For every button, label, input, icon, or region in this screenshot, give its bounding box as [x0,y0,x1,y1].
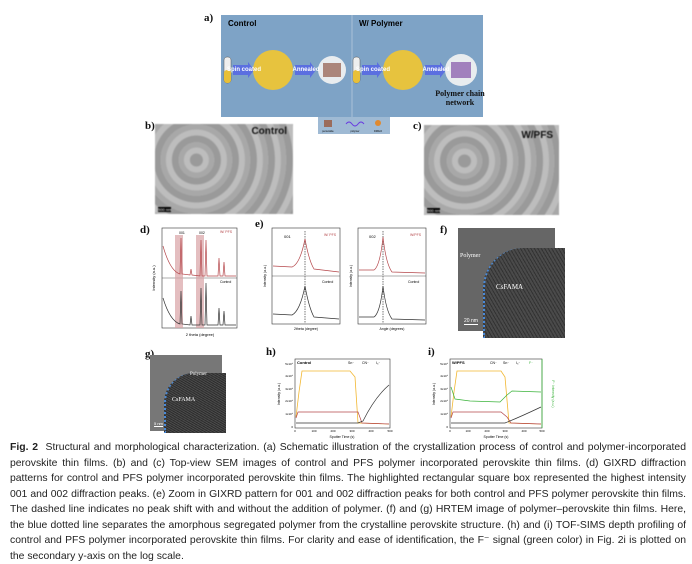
svg-text:I₃⁻: I₃⁻ [516,361,520,365]
arrow-label-annealed: Annealed [422,67,450,73]
svg-text:2x10⁴: 2x10⁴ [285,399,294,403]
svg-text:4x10⁴: 4x10⁴ [440,374,449,378]
svg-text:001: 001 [179,231,185,235]
svg-text:5x10⁴: 5x10⁴ [285,362,294,366]
sem-image-control: Control 500 nm [155,124,293,214]
svg-text:3x10⁴: 3x10⁴ [285,387,294,391]
svg-text:300: 300 [502,429,507,433]
scale-bar: 500 nm [427,208,441,213]
svg-text:CN⁻: CN⁻ [362,361,369,365]
control-title: Control [228,19,256,28]
y-axis-label: Intensity (a.u.) [151,265,156,291]
svg-text:0: 0 [294,429,296,433]
svg-text:Sputter Time (s): Sputter Time (s) [484,435,509,439]
svg-text:400: 400 [521,429,526,433]
svg-text:400: 400 [368,429,373,433]
figure-caption: Fig. 2 Structural and morphological char… [10,440,686,564]
svg-text:2x10⁴: 2x10⁴ [440,399,449,403]
scale-bar: 5 nm [154,421,163,427]
scale-bar: 500 nm [158,207,172,212]
panel-label-a: a) [204,12,214,24]
svg-text:F⁻ Intensity (a.u.): F⁻ Intensity (a.u.) [551,380,555,407]
svg-text:1x10⁴: 1x10⁴ [285,412,294,416]
svg-text:3x10⁴: 3x10⁴ [440,387,449,391]
sem-image-pfs: W/PFS 500 nm [424,125,559,215]
caption-text: Structural and morphological characteriz… [10,442,686,562]
svg-text:4x10⁴: 4x10⁴ [285,374,294,378]
arrow-label-spin-coated: Spin coated [356,67,391,73]
svg-text:5x10⁴: 5x10⁴ [440,362,449,366]
x-axis-label: 2 theta (degree) [186,332,215,337]
svg-text:W/PFS: W/PFS [410,233,422,237]
svg-text:DMACl: DMACl [374,130,382,133]
polymer-label: Polymer [190,372,207,377]
sem-label-pfs: W/PFS [521,130,553,141]
svg-text:100: 100 [465,429,470,433]
svg-text:500: 500 [387,429,392,433]
svg-text:Sputter Time (s): Sputter Time (s) [330,435,355,439]
svg-text:Intensity (a.u.): Intensity (a.u.) [432,383,436,405]
svg-text:002: 002 [199,231,205,235]
panel-label-b: b) [145,120,155,132]
svg-text:Angle (degrees): Angle (degrees) [380,327,405,331]
svg-text:perovskite: perovskite [322,130,334,133]
svg-text:200: 200 [330,429,335,433]
scale-bar: 20 nm [464,318,478,325]
panel-label-c: c) [413,120,422,132]
zoom-gixrd-plots: 001 W/ PFS Control 2theta (degree) Inten… [263,227,427,331]
svg-text:Sn⁻: Sn⁻ [503,361,509,365]
panel-label-e: e) [255,218,264,230]
svg-text:W/ PFS: W/ PFS [324,233,337,237]
svg-text:Control: Control [408,280,420,284]
svg-text:Intensity (a.u.): Intensity (a.u.) [349,265,353,287]
svg-text:200: 200 [484,429,489,433]
svg-text:Intensity (a.u.): Intensity (a.u.) [277,383,281,405]
tofsims-control-plot: Control Sn⁻ CN⁻ I₃⁻ Sputter Time (s) Inten… [277,358,393,439]
gixrd-plot: 001 002 W/ PFS Control 2 theta (degree) I… [151,227,238,337]
svg-text:100: 100 [311,429,316,433]
svg-text:0: 0 [291,425,293,429]
svg-text:F⁻: F⁻ [529,361,533,365]
caption-label: Fig. 2 [10,442,38,453]
svg-text:Sn⁻: Sn⁻ [348,361,354,365]
svg-text:0: 0 [446,425,448,429]
svg-text:Control: Control [297,360,311,365]
panel-label-d: d) [140,224,150,236]
svg-text:Intensity (a.u.): Intensity (a.u.) [263,265,267,287]
svg-text:002: 002 [369,234,376,239]
svg-text:polymer: polymer [351,130,360,133]
svg-text:300: 300 [349,429,354,433]
svg-text:I₃⁻: I₃⁻ [376,361,380,365]
perovskite-label: CsFAMA [172,397,196,403]
svg-text:001: 001 [284,234,291,239]
tofsims-pfs-plot: W/PFS CN⁻ Sn⁻ I₃⁻ F⁻ Sputter Time (s) Inten… [432,358,555,439]
perovskite-label: CsFAMA [496,283,524,291]
svg-text:CN⁻: CN⁻ [490,361,497,365]
network-label: Polymer chain network [435,89,485,107]
legend-control: Control [220,280,232,284]
hrtem-image-g: Polymer CsFAMA 5 nm [150,355,226,433]
polymer-label: Polymer [460,253,481,259]
svg-text:W/PFS: W/PFS [452,360,465,365]
hrtem-image-f: Polymer CsFAMA 20 nm [458,228,565,338]
svg-text:0: 0 [449,429,451,433]
schematic-legend: perovskite polymer DMACl [318,117,390,134]
svg-text:Control: Control [322,280,334,284]
svg-text:500: 500 [539,429,544,433]
schematic-diagram: Control W/ Polymer [221,15,483,117]
panel-label-g: g) [145,348,155,360]
panel-label-h: h) [266,346,276,358]
arrow-label-annealed: Annealed [292,67,320,73]
arrow-label-spin-coated: Spin coated [227,67,262,73]
svg-text:2theta (degree): 2theta (degree) [294,327,318,331]
legend-pfs: W/ PFS [220,230,233,234]
polymer-title: W/ Polymer [359,19,403,28]
panel-label-i: i) [428,346,435,358]
svg-text:1x10⁴: 1x10⁴ [440,412,449,416]
sem-label-control: Control [251,126,287,137]
panel-label-f: f) [440,224,448,236]
